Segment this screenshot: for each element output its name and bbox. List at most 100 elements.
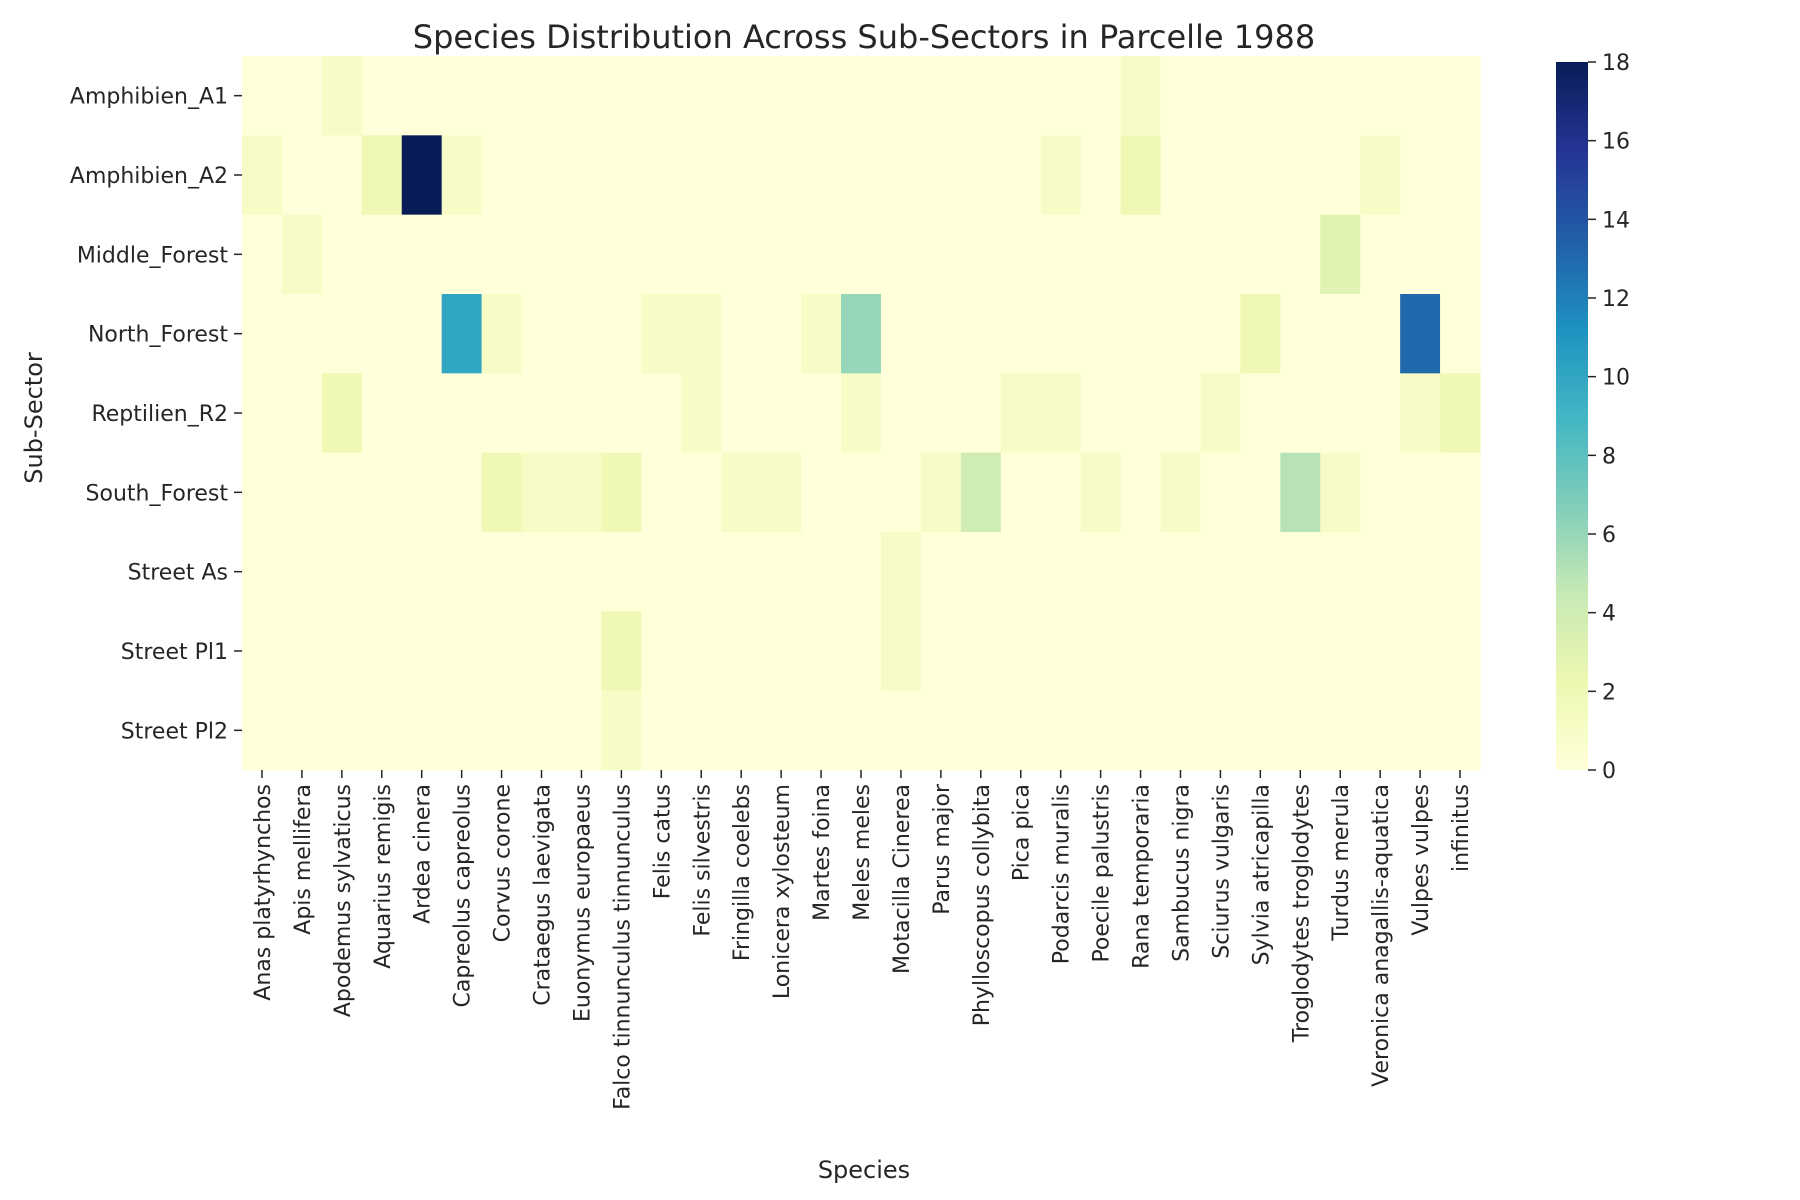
- heatmap-cell: [1040, 532, 1082, 612]
- x-tick-label: Capreolus capreolus: [451, 784, 476, 1008]
- heatmap-cell: [361, 452, 403, 533]
- heatmap-cell: [920, 532, 962, 612]
- heatmap-cell: [361, 214, 403, 295]
- heatmap-cell: [401, 214, 443, 295]
- heatmap-cell: [841, 294, 882, 374]
- heatmap-cell: [841, 611, 882, 692]
- x-tick-label: Fringilla coelebs: [730, 784, 755, 961]
- heatmap-cell: [801, 452, 842, 533]
- heatmap-cell: [561, 56, 603, 136]
- heatmap-cell: [761, 690, 802, 771]
- heatmap-cells: [242, 56, 1481, 771]
- y-axis: Amphibien_A1 Amphibien_A2 Middle_Forest Nor…: [70, 85, 242, 744]
- colorbar-tick-label: 2: [1602, 680, 1616, 705]
- heatmap-cell: [641, 611, 682, 692]
- heatmap-cell: [1200, 56, 1241, 136]
- heatmap-cell: [920, 214, 962, 295]
- heatmap-cell: [1160, 452, 1202, 533]
- heatmap-cell: [1040, 452, 1082, 533]
- heatmap-cell: [561, 690, 603, 771]
- heatmap-cell: [1080, 452, 1122, 533]
- colorbar-tick-label: 0: [1602, 759, 1616, 784]
- heatmap-cell: [601, 56, 642, 136]
- heatmap-cell: [1240, 452, 1281, 533]
- x-tick-label: Rana temporaria: [1130, 784, 1155, 969]
- heatmap-cell: [1000, 294, 1042, 374]
- heatmap-cell: [321, 611, 363, 692]
- heatmap-cell: [841, 532, 882, 612]
- heatmap-cell: [1440, 373, 1481, 454]
- heatmap-cell: [1160, 611, 1202, 692]
- heatmap-cell: [1400, 373, 1441, 454]
- heatmap-cell: [761, 56, 802, 136]
- x-tick-label: Martes foina: [810, 784, 835, 921]
- heatmap-cell: [841, 452, 882, 533]
- heatmap-cell: [561, 214, 603, 295]
- heatmap-cell: [281, 214, 323, 295]
- heatmap-cell: [1240, 56, 1281, 136]
- heatmap-cell: [481, 532, 523, 612]
- heatmap-cell: [761, 135, 802, 216]
- heatmap-cell: [1160, 532, 1202, 612]
- heatmap-cell: [641, 135, 682, 216]
- heatmap-cell: [561, 135, 603, 216]
- x-tick-label: Corvus corone: [491, 784, 516, 942]
- heatmap-cell: [1360, 452, 1401, 533]
- heatmap-cell: [641, 294, 682, 374]
- heatmap-cell: [242, 532, 283, 612]
- heatmap-cell: [561, 452, 603, 533]
- heatmap-cell: [920, 135, 962, 216]
- heatmap-cell: [601, 294, 642, 374]
- heatmap-cell: [281, 373, 323, 454]
- heatmap-cell: [401, 452, 443, 533]
- heatmap-cell: [841, 135, 882, 216]
- heatmap-cell: [1440, 294, 1481, 374]
- heatmap-cell: [1080, 56, 1122, 136]
- heatmap-cell: [1080, 135, 1122, 216]
- x-tick-label: Aquarius remigis: [371, 784, 396, 969]
- heatmap-cell: [361, 690, 403, 771]
- heatmap-cell: [561, 373, 603, 454]
- heatmap-cell: [321, 452, 363, 533]
- heatmap-cell: [1400, 452, 1441, 533]
- heatmap-cell: [401, 373, 443, 454]
- heatmap-cell: [1040, 56, 1082, 136]
- heatmap-cell: [481, 56, 523, 136]
- heatmap-cell: [721, 135, 762, 216]
- heatmap-cell: [1320, 690, 1361, 771]
- x-tick-label: Lonicera xylosteum: [770, 784, 795, 999]
- heatmap-cell: [1280, 135, 1321, 216]
- heatmap-cell: [281, 135, 323, 216]
- heatmap-cell: [841, 373, 882, 454]
- heatmap-cell: [641, 532, 682, 612]
- colorbar-ticks: 0 2 4 6 8 10 12 14 16 18: [1588, 51, 1630, 784]
- heatmap-cell: [1040, 135, 1082, 216]
- heatmap-cell: [920, 294, 962, 374]
- heatmap-cell: [1280, 690, 1321, 771]
- heatmap-cell: [1320, 214, 1361, 295]
- heatmap-cell: [681, 532, 722, 612]
- heatmap-cell: [321, 294, 363, 374]
- heatmap-cell: [1080, 532, 1122, 612]
- heatmap-cell: [361, 611, 403, 692]
- x-tick-label: Felis silvestris: [690, 784, 715, 937]
- heatmap-cell: [1280, 214, 1321, 295]
- y-tick-label: Amphibien_A1: [70, 85, 228, 110]
- heatmap-cell: [761, 214, 802, 295]
- heatmap-cell: [1360, 373, 1401, 454]
- heatmap-cell: [960, 373, 1002, 454]
- heatmap-cell: [561, 532, 603, 612]
- heatmap-cell: [841, 690, 882, 771]
- heatmap-cell: [242, 56, 283, 136]
- heatmap-cell: [1400, 532, 1441, 612]
- heatmap-cell: [481, 214, 523, 295]
- heatmap-cell: [361, 56, 403, 136]
- heatmap-cell: [321, 214, 363, 295]
- heatmap-cell: [1200, 611, 1241, 692]
- heatmap-cell: [521, 452, 563, 533]
- x-tick-label: Apis mellifera: [291, 784, 316, 935]
- x-tick-label: Anas platyrhynchos: [251, 784, 276, 1001]
- heatmap-cell: [401, 532, 443, 612]
- heatmap-cell: [281, 532, 323, 612]
- heatmap-cell: [1000, 611, 1042, 692]
